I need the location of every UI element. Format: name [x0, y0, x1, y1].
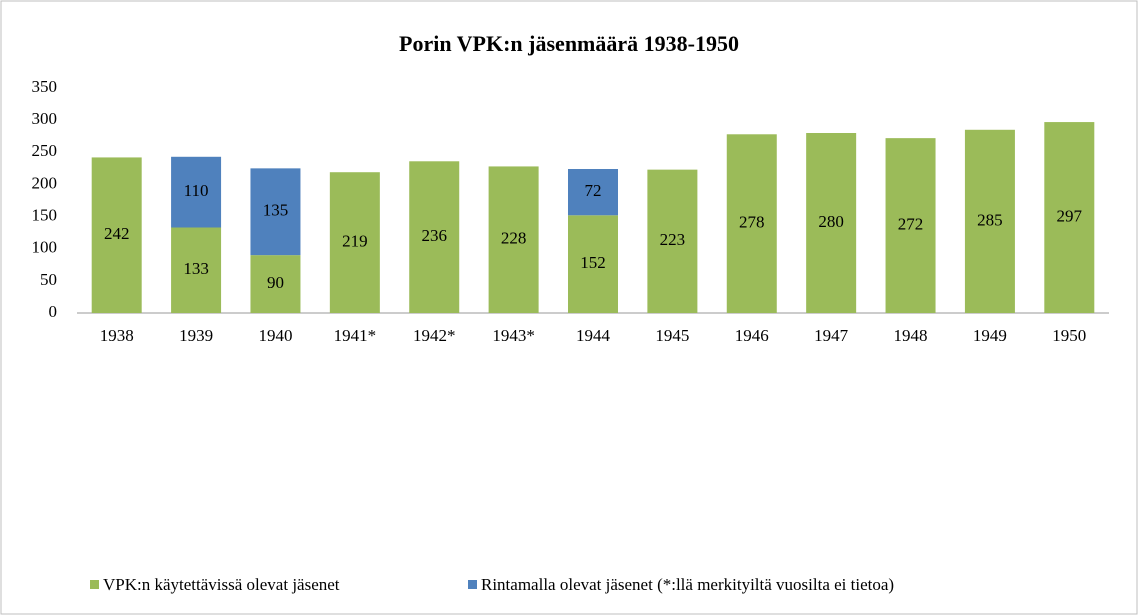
x-tick-label: 1942*	[413, 326, 456, 345]
data-label: 110	[184, 181, 209, 200]
data-label: 297	[1057, 206, 1083, 225]
bar-segment	[409, 161, 460, 313]
data-label: 280	[818, 212, 844, 231]
x-tick-label: 1950	[1052, 326, 1086, 345]
legend-label: Rintamalla olevat jäsenet (*:llä merkity…	[481, 575, 894, 594]
bar-segment	[171, 156, 222, 228]
bar-segment	[250, 168, 301, 256]
legend-swatch	[90, 580, 99, 589]
x-tick-label: 1944	[576, 326, 611, 345]
x-tick-label: 1940	[258, 326, 292, 345]
bar-segment	[806, 133, 857, 313]
chart-title: Porin VPK:n jäsenmäärä 1938-1950	[399, 31, 739, 56]
y-tick-label: 350	[32, 77, 58, 96]
data-label: 90	[267, 273, 284, 292]
bar-segment	[91, 157, 142, 313]
data-label: 242	[104, 224, 130, 243]
data-label: 278	[739, 213, 765, 232]
legend-label: VPK:n käytettävissä olevat jäsenet	[103, 575, 340, 594]
data-label: 133	[183, 259, 209, 278]
bar-segment	[250, 255, 301, 313]
y-tick-label: 200	[32, 173, 58, 192]
bar-segment	[726, 134, 777, 313]
x-tick-label: 1947	[814, 326, 849, 345]
data-label: 152	[580, 253, 606, 272]
y-tick-label: 250	[32, 141, 58, 160]
x-tick-label: 1946	[735, 326, 769, 345]
x-tick-label: 1941*	[334, 326, 377, 345]
bar-segment	[568, 215, 618, 313]
legend-swatch	[468, 580, 477, 589]
y-tick-label: 150	[32, 205, 58, 224]
data-label: 228	[501, 229, 527, 248]
y-tick-label: 0	[49, 302, 58, 321]
x-tick-label: 1938	[100, 326, 134, 345]
data-label: 135	[263, 201, 289, 220]
x-tick-label: 1948	[894, 326, 928, 345]
data-label: 272	[898, 214, 924, 233]
data-label: 219	[342, 232, 368, 251]
bar-segment	[964, 129, 1015, 313]
data-label: 236	[421, 226, 447, 245]
bar-segment	[1044, 122, 1095, 313]
data-label: 72	[585, 181, 602, 200]
x-tick-label: 1939	[179, 326, 213, 345]
bar-segment	[568, 169, 618, 216]
bar-segment	[647, 169, 698, 313]
y-tick-label: 50	[40, 270, 57, 289]
x-tick-label: 1949	[973, 326, 1007, 345]
bar-segment	[488, 166, 539, 313]
y-tick-label: 100	[32, 238, 58, 257]
data-label: 223	[660, 230, 686, 249]
x-tick-label: 1943*	[492, 326, 535, 345]
bar-segment	[171, 227, 222, 313]
data-label: 285	[977, 210, 1003, 229]
x-tick-label: 1945	[655, 326, 689, 345]
bar-segment	[329, 172, 380, 313]
bar-segment	[885, 138, 936, 313]
y-tick-label: 300	[32, 109, 58, 128]
